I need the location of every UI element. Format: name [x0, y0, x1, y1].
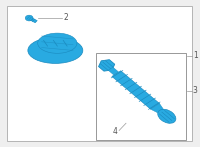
Text: 1: 1: [193, 51, 197, 60]
Polygon shape: [151, 103, 165, 114]
Text: 4: 4: [112, 127, 117, 136]
Polygon shape: [112, 71, 159, 109]
Text: 3: 3: [193, 86, 198, 95]
Ellipse shape: [25, 15, 33, 21]
Text: 2: 2: [63, 14, 68, 22]
Bar: [96, 53, 186, 140]
Ellipse shape: [38, 33, 77, 53]
Ellipse shape: [28, 37, 83, 63]
Polygon shape: [99, 60, 115, 71]
Polygon shape: [108, 67, 119, 75]
Ellipse shape: [158, 109, 176, 123]
Polygon shape: [26, 16, 37, 23]
